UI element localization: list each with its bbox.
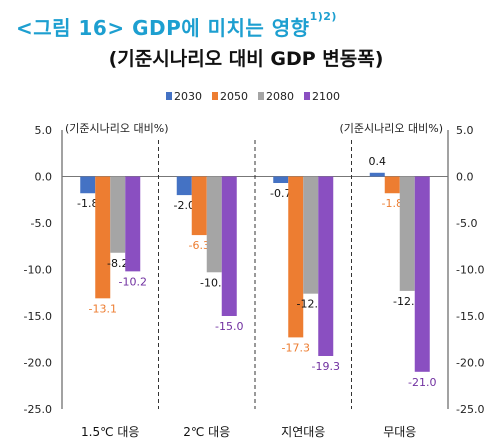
bar-2050-2 [288,176,304,338]
y-axis-label-left: (기준시나리오 대비%) [65,122,169,135]
y-tick-left: 5.0 [35,124,53,137]
data-label-2100-3: -21.0 [408,376,436,389]
bar-2080-2 [303,176,319,294]
bar-2080-0 [110,176,126,253]
x-category-label: 지연대응 [281,425,325,439]
bar-2050-3 [384,176,400,194]
bar-2030-3 [369,172,385,177]
legend-label-2030: 2030 [174,90,202,103]
y-tick-right: -5.0 [456,217,477,230]
y-tick-left: -20.0 [24,357,52,370]
data-label-2050-3: -1.8 [382,197,403,210]
legend-swatch-2080 [258,92,264,100]
legend-swatch-2100 [304,92,310,100]
data-label-2030-1: -2.0 [174,199,195,212]
y-tick-right: -20.0 [456,357,484,370]
data-label-2050-1: -6.3 [189,239,210,252]
data-label-2100-1: -15.0 [215,320,243,333]
y-tick-left: -10.0 [24,264,52,277]
y-tick-right: 5.0 [456,124,474,137]
y-tick-right: -25.0 [456,403,484,416]
y-tick-right: -15.0 [456,310,484,323]
legend-swatch-2050 [212,92,218,100]
y-tick-left: -5.0 [31,217,52,230]
bar-2030-2 [273,176,289,184]
chart-title: <그림 16> GDP에 미치는 영향1)2) [16,10,337,41]
y-tick-left: -15.0 [24,310,52,323]
bar-2030-0 [80,176,96,194]
bar-2050-1 [191,176,207,236]
bar-2100-2 [318,176,334,356]
x-category-label: 1.5℃ 대응 [81,425,139,439]
x-category-label: 무대응 [383,425,416,439]
chart-title-text: <그림 16> GDP에 미치는 영향 [16,16,310,40]
data-label-2080-1: -10.3 [200,276,228,289]
chart-subtitle: (기준시나리오 대비 GDP 변동폭) [108,48,384,70]
legend-label-2080: 2080 [266,90,294,103]
data-label-2080-3: -12.3 [393,295,421,308]
data-label-2030-2: -0.7 [270,187,291,200]
x-category-label: 2℃ 대응 [183,425,230,439]
data-label-2050-2: -17.3 [282,341,310,354]
bar-2100-1 [221,176,237,316]
data-label-2030-0: -1.8 [77,197,98,210]
y-axis-label-right: (기준시나리오 대비%) [340,122,444,135]
y-tick-left: 0.0 [35,171,53,184]
data-label-2080-0: -8.2 [107,257,128,270]
data-label-2030-3: 0.4 [369,155,387,168]
data-label-2080-2: -12.6 [297,298,325,311]
y-tick-right: -10.0 [456,264,484,277]
bar-2050-0 [95,176,111,299]
legend-label-2100: 2100 [312,90,340,103]
bar-2080-3 [399,176,415,291]
data-label-2050-0: -13.1 [89,302,117,315]
data-label-2100-0: -10.2 [119,275,147,288]
data-label-2100-2: -19.3 [312,360,340,373]
bar-2100-3 [414,176,430,372]
bar-2030-1 [176,176,192,196]
bar-2100-0 [125,176,141,272]
legend-swatch-2030 [166,92,172,100]
chart-title-footnote: 1)2) [309,10,337,23]
bar-2080-1 [206,176,222,273]
legend-label-2050: 2050 [220,90,248,103]
y-tick-right: 0.0 [456,171,474,184]
y-tick-left: -25.0 [24,403,52,416]
